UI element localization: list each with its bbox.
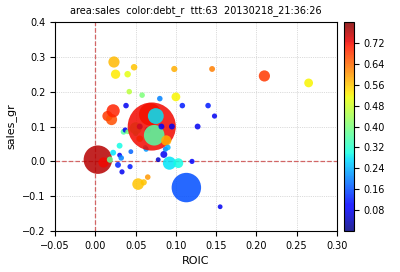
Point [124, 129, 131, 134]
Point [104, 114, 111, 118]
Point [161, 152, 167, 157]
Point [132, 131, 139, 136]
Point [122, 128, 128, 132]
Point [148, 124, 155, 129]
Point [136, 124, 143, 129]
Point [119, 170, 125, 174]
Y-axis label: sales_gr: sales_gr [6, 104, 16, 149]
Point [107, 157, 113, 162]
Point [171, 67, 178, 71]
Point [261, 74, 268, 78]
Point [151, 133, 157, 137]
Point [110, 109, 116, 113]
Point [110, 150, 116, 155]
Point [111, 60, 117, 64]
Point [173, 95, 179, 99]
Point [163, 138, 170, 143]
Title: area:sales  color:debt_r  ttt:63  20130218_21:36:26: area:sales color:debt_r ttt:63 20130218_… [70, 5, 322, 17]
Point [132, 126, 139, 131]
Point [152, 114, 159, 118]
Point [209, 67, 215, 71]
Point [179, 103, 186, 108]
Point [123, 103, 129, 108]
Point [189, 159, 195, 163]
Point [147, 112, 153, 116]
Point [166, 161, 173, 165]
Point [124, 72, 131, 76]
Point [162, 147, 169, 152]
Point [128, 150, 134, 154]
X-axis label: ROIC: ROIC [182, 256, 210, 267]
Point [306, 81, 312, 85]
Point [157, 97, 163, 101]
Point [205, 103, 211, 108]
Point [142, 145, 148, 150]
Point [165, 145, 171, 150]
Point [175, 161, 182, 165]
Point [116, 153, 123, 157]
Point [155, 157, 162, 162]
Point [118, 156, 124, 160]
Point [120, 129, 127, 134]
Point [158, 124, 165, 129]
Point [126, 89, 132, 94]
Point [100, 160, 107, 165]
Point [116, 144, 123, 148]
Point [108, 118, 115, 122]
Point [144, 175, 151, 179]
Point [144, 128, 151, 132]
Point [135, 182, 141, 186]
Point [140, 180, 147, 184]
Point [131, 65, 137, 69]
Point [194, 124, 201, 129]
Point [169, 124, 175, 129]
Point [183, 186, 190, 190]
Point [95, 157, 101, 162]
Point [143, 147, 149, 152]
Point [217, 205, 223, 209]
Point [139, 93, 145, 97]
Point [136, 137, 143, 141]
Point [112, 72, 119, 76]
Point [127, 165, 133, 169]
Point [211, 114, 218, 118]
Point [115, 163, 121, 167]
